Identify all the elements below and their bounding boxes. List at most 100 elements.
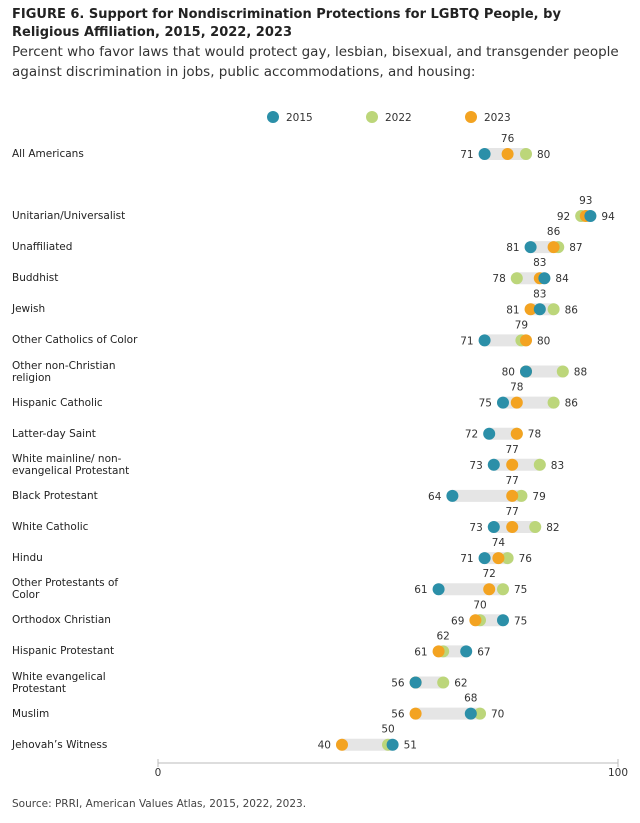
category-label: Muslim [12,707,50,720]
value-label: 93 [579,195,592,207]
value-label: 86 [565,398,579,410]
dot [584,210,597,222]
dot [432,583,445,596]
dot [478,334,491,347]
dot [492,552,505,565]
value-label: 71 [460,553,473,565]
dot [506,489,519,502]
dot [510,427,523,440]
category-label: Hispanic Protestant [12,645,115,658]
value-label: 51 [404,740,417,752]
dot [469,614,482,627]
dot [487,458,500,471]
dot [524,303,537,316]
value-label: 77 [506,444,519,456]
legend-label: 2023 [484,112,511,124]
dot [515,489,528,502]
value-label: 80 [537,335,550,347]
category-label: Other Protestants of Color [12,577,119,602]
value-label: 64 [428,491,442,503]
dot [336,738,348,751]
value-label: 82 [546,522,559,534]
dot [506,458,519,471]
category-label: Buddhist [12,272,59,285]
category-label: Jehovah’s Witness [12,738,108,751]
value-label: 79 [515,319,528,331]
value-label: 56 [391,709,405,721]
value-label: 50 [381,724,394,736]
dot [506,521,519,533]
dot [533,458,546,471]
legend-marker [465,111,477,123]
value-label: 71 [460,335,473,347]
category-label: Hispanic Catholic [12,396,103,409]
value-label: 76 [501,133,515,145]
dot [520,148,532,160]
value-label: 83 [533,288,546,300]
value-label: 71 [460,149,473,161]
value-label: 75 [479,398,492,410]
legend-label: 2015 [286,112,313,124]
x-tick-label: 0 [155,767,162,779]
dot [510,272,523,285]
category-label: White mainline/ non-evangelical Protesta… [12,452,130,477]
category-label: White evangelical Protestant [12,670,106,695]
dot [437,676,450,689]
value-label: 83 [551,460,564,472]
category-label: Unitarian/Universalist [12,210,126,222]
value-label: 86 [547,226,561,238]
value-label: 69 [451,615,464,627]
value-label: 70 [491,709,504,721]
x-tick-label: 100 [608,767,628,779]
value-label: 72 [483,568,496,580]
value-label: 73 [469,522,482,534]
value-label: 86 [565,304,579,316]
dot [501,552,514,565]
chart-subtitle: Percent who favor laws that would protec… [12,44,619,80]
dot [386,738,399,751]
dot [501,148,514,160]
dot [464,707,477,720]
value-label: 79 [532,491,545,503]
value-label: 40 [318,740,331,752]
dot [547,241,560,254]
category-label: Unaffiliated [12,241,73,254]
value-label: 68 [464,693,477,705]
chart-title: FIGURE 6. Support for Nondiscrimination … [12,7,561,40]
value-label: 73 [469,460,482,472]
value-label: 77 [506,475,519,487]
value-label: 81 [506,242,519,254]
value-label: 83 [533,257,546,269]
dot [474,707,486,720]
dot [520,334,532,347]
value-label: 75 [514,615,527,627]
category-label: White Catholic [12,521,89,533]
dot [478,552,491,565]
value-label: 70 [473,599,486,611]
value-label: 80 [502,367,515,379]
category-label: Other non-Christian religion [12,359,116,384]
dot [497,614,509,627]
category-label: Other Catholics of Color [12,334,138,347]
value-label: 78 [492,273,505,285]
category-label: Jewish [12,303,46,316]
legend-marker [366,111,378,123]
dot [497,396,509,409]
dot [533,303,546,316]
dot [538,272,551,285]
category-label: Orthodox Christian [12,614,111,627]
dot [520,365,532,378]
dot [478,148,491,160]
dot [409,676,422,689]
dot [524,241,537,254]
legend-marker [267,111,279,123]
category-label: Hindu [12,552,43,565]
value-label: 56 [391,678,405,690]
value-label: 72 [465,429,478,441]
dot [460,645,473,658]
source: Source: PRRI, American Values Atlas, 201… [12,798,307,810]
value-label: 62 [437,630,450,642]
value-label: 87 [569,242,582,254]
value-label: 81 [506,304,519,316]
